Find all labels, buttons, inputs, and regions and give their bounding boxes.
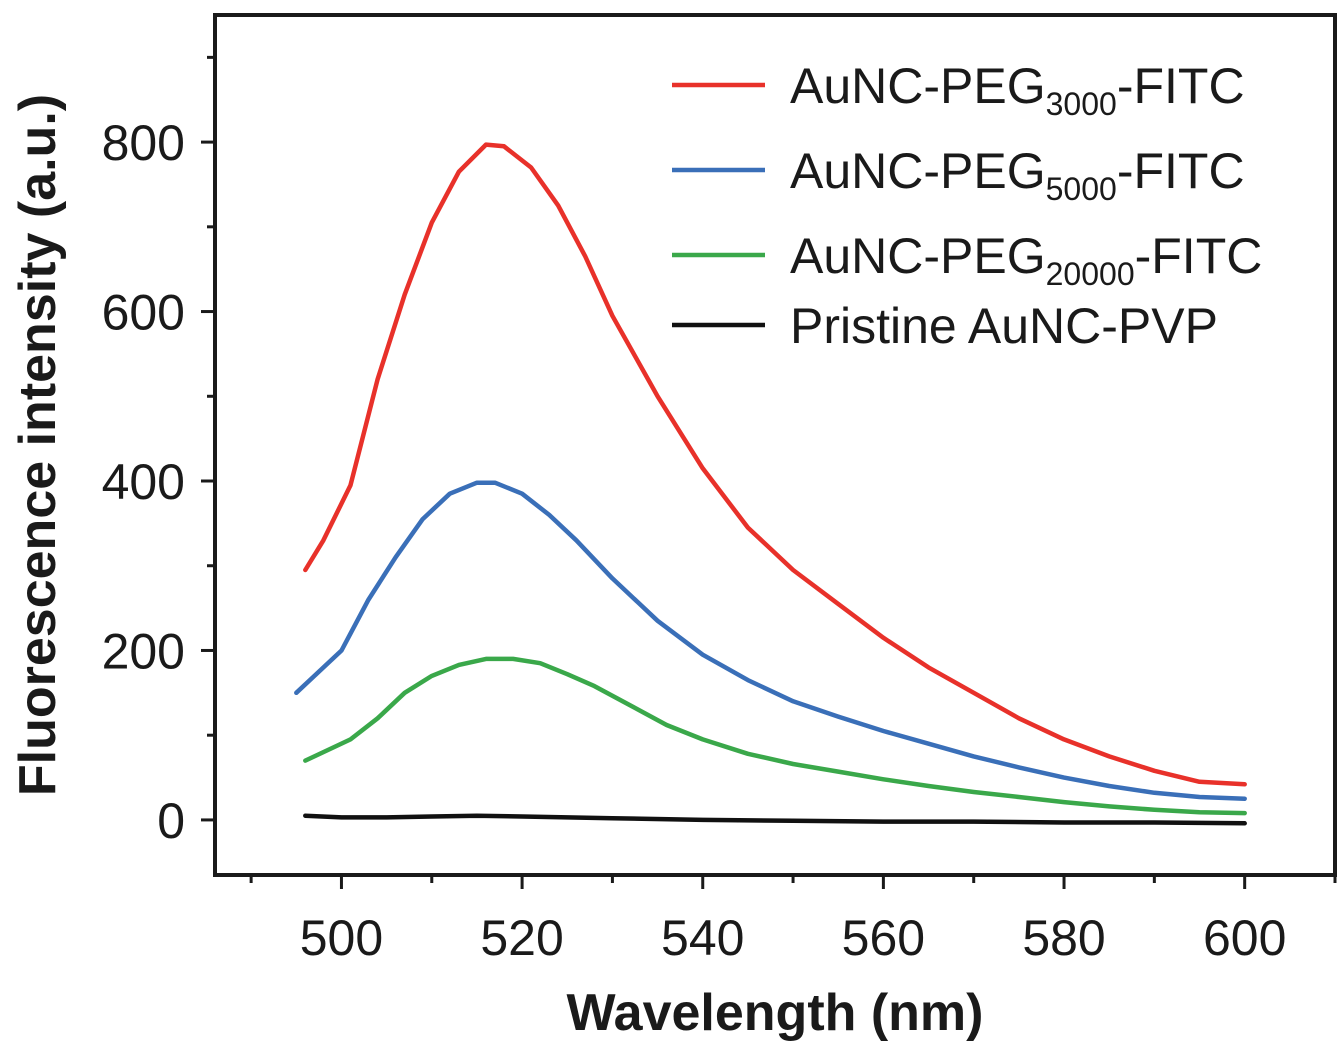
y-tick-label: 200: [102, 623, 185, 679]
series-lines: [294, 142, 1247, 826]
legend-label-main: AuNC-PEG: [790, 143, 1046, 199]
legend-label-subscript: 5000: [1046, 171, 1117, 207]
legend-label-suffix: -FITC: [1117, 58, 1245, 114]
x-tick-label: 600: [1203, 910, 1286, 966]
series-line-3: [303, 656, 1247, 816]
y-tick-label: 400: [102, 454, 185, 510]
legend-label-suffix: -FITC: [1135, 228, 1263, 284]
axis-ticks: 500 520 540 560 580 600 0 200 400 600 800: [102, 55, 1337, 966]
series-line-2: [294, 480, 1247, 801]
y-tick-label: 800: [102, 115, 185, 171]
y-axis-title: Fluorescence intensity (a.u.): [9, 94, 67, 796]
legend: AuNC-PEG3000-FITCAuNC-PEG5000-FITCAuNC-P…: [672, 58, 1262, 354]
legend-label: AuNC-PEG3000-FITC: [790, 58, 1245, 122]
series-line-4: [303, 813, 1247, 826]
legend-label-main: Pristine AuNC-PVP: [790, 298, 1218, 354]
x-tick-label: 540: [661, 910, 744, 966]
x-tick-label: 560: [842, 910, 925, 966]
legend-label-main: AuNC-PEG: [790, 228, 1046, 284]
plot-frame: [213, 13, 1337, 877]
y-tick-label: 600: [102, 285, 185, 341]
y-tick-label: 0: [157, 793, 185, 849]
legend-label-subscript: 20000: [1046, 256, 1135, 292]
series-line-1: [303, 142, 1247, 787]
x-tick-label: 520: [480, 910, 563, 966]
x-axis-title: Wavelength (nm): [567, 984, 984, 1042]
legend-label-suffix: -FITC: [1117, 143, 1245, 199]
legend-label: Pristine AuNC-PVP: [790, 298, 1218, 354]
legend-label: AuNC-PEG5000-FITC: [790, 143, 1245, 207]
legend-label: AuNC-PEG20000-FITC: [790, 228, 1262, 292]
legend-label-subscript: 3000: [1046, 86, 1117, 122]
legend-label-main: AuNC-PEG: [790, 58, 1046, 114]
x-tick-label: 580: [1022, 910, 1105, 966]
x-tick-label: 500: [300, 910, 383, 966]
